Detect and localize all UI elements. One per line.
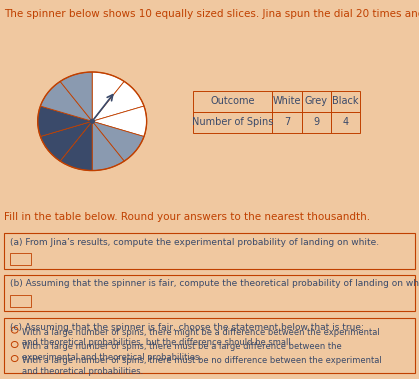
Wedge shape: [38, 106, 92, 136]
Text: The spinner below shows 10 equally sized slices. Jina spun the dial 20 times and: The spinner below shows 10 equally sized…: [4, 9, 419, 19]
Text: White: White: [273, 96, 301, 106]
Text: Outcome: Outcome: [210, 96, 255, 106]
Wedge shape: [92, 121, 124, 171]
Wedge shape: [92, 106, 147, 136]
Wedge shape: [40, 121, 92, 161]
Wedge shape: [92, 121, 144, 161]
Text: With a large number of spins, there must be no difference between the experiment: With a large number of spins, there must…: [22, 356, 382, 376]
Text: (a) From Jina’s results, compute the experimental probability of landing on whit: (a) From Jina’s results, compute the exp…: [10, 238, 380, 247]
Text: With a large number of spins, there must be a large difference between the
exper: With a large number of spins, there must…: [22, 342, 341, 362]
Text: Black: Black: [332, 96, 359, 106]
Text: (c) Assuming that the spinner is fair, choose the statement below that is true:: (c) Assuming that the spinner is fair, c…: [10, 323, 365, 332]
Text: Number of Spins: Number of Spins: [192, 117, 273, 127]
Text: (b) Assuming that the spinner is fair, compute the theoretical probability of la: (b) Assuming that the spinner is fair, c…: [10, 279, 419, 288]
Text: 7: 7: [284, 117, 290, 127]
Wedge shape: [40, 81, 92, 121]
Circle shape: [90, 119, 94, 123]
Wedge shape: [92, 72, 124, 121]
Text: With a large number of spins, there might be a difference between the experiment: With a large number of spins, there migh…: [22, 328, 380, 347]
Text: Fill in the table below. Round your answers to the nearest thousandth.: Fill in the table below. Round your answ…: [4, 212, 370, 222]
Text: 4: 4: [343, 117, 349, 127]
Wedge shape: [60, 72, 92, 121]
Text: Grey: Grey: [305, 96, 328, 106]
Wedge shape: [60, 121, 92, 171]
Wedge shape: [92, 81, 144, 121]
Text: 9: 9: [313, 117, 319, 127]
